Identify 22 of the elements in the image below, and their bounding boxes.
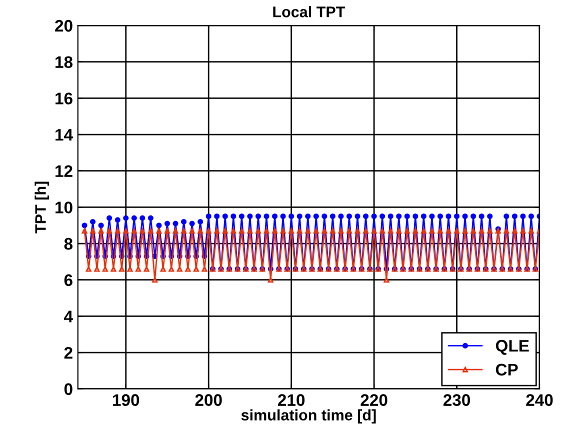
y-tick-label: 6 [64,274,72,286]
x-tick-label: 240 [526,394,553,406]
x-tick-label: 230 [443,394,470,406]
y-tick-label: 20 [55,20,72,32]
y-tick-label: 18 [56,56,73,68]
y-tick-label: 14 [56,129,73,141]
x-axis-title: simulation time [d] [241,409,376,424]
legend-label: CP [496,364,518,376]
y-tick-label: 16 [56,92,72,104]
y-axis-title: TPT [h] [34,182,49,234]
y-tick-label: 8 [64,238,73,250]
y-tick-label: 0 [64,383,72,396]
y-tick-label: 2 [64,346,72,359]
x-tick-label: 200 [195,394,222,406]
chart-title: Local TPT [273,6,346,18]
y-tick-label: 4 [64,310,73,322]
x-tick-label: 210 [278,394,305,406]
y-tick-label: 12 [56,165,72,177]
y-tick-label: 10 [56,202,72,214]
legend-label: QLE [496,340,529,355]
x-tick-label: 190 [113,394,140,406]
x-tick-label: 220 [360,394,388,406]
